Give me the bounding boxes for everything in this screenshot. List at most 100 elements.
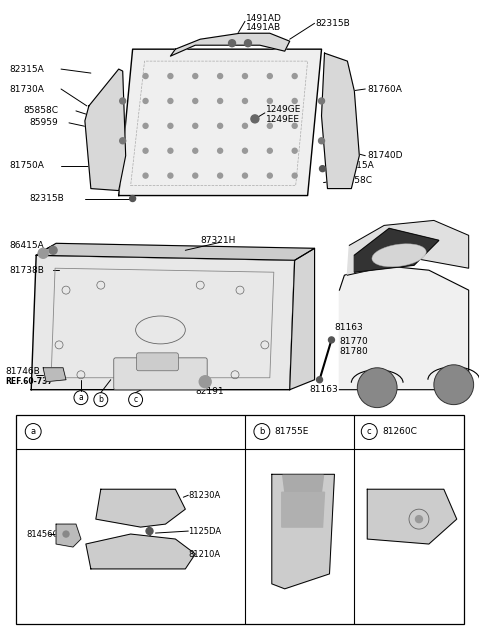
Text: 81738B: 81738B (9, 266, 44, 275)
Text: 81260C: 81260C (382, 427, 417, 436)
Circle shape (193, 73, 198, 78)
FancyBboxPatch shape (137, 353, 179, 371)
Circle shape (143, 173, 148, 178)
Ellipse shape (372, 244, 426, 267)
Circle shape (49, 247, 57, 254)
Text: 81770: 81770 (339, 338, 368, 347)
Polygon shape (170, 33, 290, 56)
Circle shape (292, 124, 297, 128)
Circle shape (320, 166, 325, 171)
Circle shape (168, 124, 173, 128)
Circle shape (267, 99, 272, 103)
Circle shape (143, 73, 148, 78)
Text: 1491AD: 1491AD (246, 14, 282, 23)
Polygon shape (86, 534, 195, 569)
Circle shape (267, 124, 272, 128)
Circle shape (120, 98, 126, 104)
Circle shape (217, 99, 223, 103)
Text: 1249EE: 1249EE (266, 115, 300, 124)
Text: 85858C: 85858C (337, 176, 372, 185)
Circle shape (217, 124, 223, 128)
Text: 81746B: 81746B (5, 368, 40, 376)
Circle shape (193, 124, 198, 128)
Polygon shape (367, 489, 457, 544)
Text: 1249GE: 1249GE (266, 105, 301, 115)
Circle shape (217, 73, 223, 78)
Text: 82315B: 82315B (29, 194, 64, 203)
Circle shape (168, 173, 173, 178)
Circle shape (316, 376, 323, 383)
Circle shape (244, 39, 252, 47)
Circle shape (143, 99, 148, 103)
Circle shape (267, 173, 272, 178)
Polygon shape (36, 243, 314, 261)
Circle shape (217, 173, 223, 178)
Text: 85858C: 85858C (23, 106, 58, 115)
Circle shape (267, 148, 272, 154)
Text: 82191: 82191 (195, 387, 224, 396)
Circle shape (146, 527, 153, 534)
Polygon shape (43, 368, 66, 382)
Circle shape (63, 531, 69, 537)
Text: a: a (79, 393, 84, 402)
Circle shape (193, 99, 198, 103)
Circle shape (292, 148, 297, 154)
Circle shape (228, 39, 236, 47)
Text: c: c (133, 395, 138, 404)
Text: 81730A: 81730A (9, 85, 44, 94)
Polygon shape (354, 229, 439, 272)
Circle shape (328, 337, 335, 343)
Circle shape (242, 73, 248, 78)
Circle shape (168, 99, 173, 103)
Text: 1491AB: 1491AB (246, 23, 281, 32)
Text: a: a (31, 427, 36, 436)
Circle shape (242, 173, 248, 178)
Circle shape (143, 124, 148, 128)
Polygon shape (96, 489, 185, 527)
Circle shape (292, 173, 297, 178)
Polygon shape (322, 53, 360, 189)
Circle shape (357, 368, 397, 408)
Text: 85959: 85959 (29, 118, 58, 127)
Polygon shape (282, 492, 324, 527)
Circle shape (292, 73, 297, 78)
Circle shape (130, 196, 136, 201)
Circle shape (143, 148, 148, 154)
Circle shape (217, 148, 223, 154)
Text: 86415A: 86415A (9, 241, 44, 250)
Text: b: b (259, 427, 264, 436)
Text: 81740D: 81740D (367, 151, 403, 161)
FancyBboxPatch shape (114, 358, 207, 390)
Text: 82315B: 82315B (315, 19, 350, 28)
Text: 81210A: 81210A (188, 550, 220, 559)
Text: 81456C: 81456C (26, 529, 59, 538)
Polygon shape (85, 69, 126, 190)
Circle shape (292, 99, 297, 103)
Polygon shape (119, 49, 322, 196)
Circle shape (193, 148, 198, 154)
Polygon shape (339, 265, 468, 390)
Text: 82315A: 82315A (9, 64, 44, 74)
Text: 81750A: 81750A (9, 161, 44, 170)
Text: 1125DA: 1125DA (188, 527, 221, 536)
Text: 81163: 81163 (335, 324, 363, 333)
Text: 81163: 81163 (310, 385, 338, 394)
Polygon shape (290, 248, 314, 390)
Polygon shape (348, 220, 468, 275)
Polygon shape (56, 524, 81, 547)
Polygon shape (31, 255, 295, 390)
Text: c: c (367, 427, 372, 436)
FancyBboxPatch shape (16, 415, 464, 624)
Circle shape (120, 138, 126, 144)
Text: 81230A: 81230A (188, 490, 220, 499)
Circle shape (319, 138, 324, 144)
Text: 81760A: 81760A (367, 85, 402, 94)
Circle shape (242, 148, 248, 154)
Circle shape (193, 173, 198, 178)
Text: 82315A: 82315A (339, 161, 374, 170)
Circle shape (242, 99, 248, 103)
Circle shape (38, 248, 48, 258)
Circle shape (168, 148, 173, 154)
Polygon shape (272, 475, 335, 589)
Circle shape (267, 73, 272, 78)
